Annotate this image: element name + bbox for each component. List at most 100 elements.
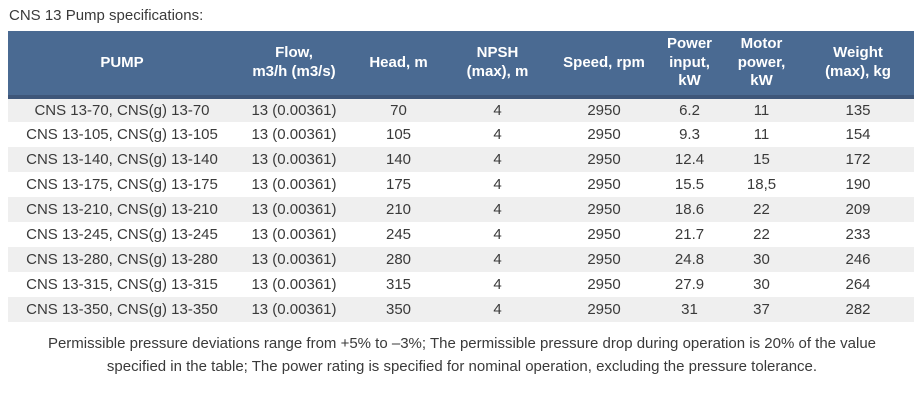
column-header-pump: PUMP [8, 31, 236, 99]
cell-head: 70 [390, 102, 407, 119]
cell-motor-power: 11 [753, 102, 770, 119]
cell-weight: 135 [845, 102, 871, 119]
cell-speed: 2950 [587, 176, 621, 193]
cell-weight: 246 [845, 251, 871, 268]
cell-flow: 13 (0.00361) [251, 102, 337, 119]
cell-flow: 13 (0.00361) [251, 276, 337, 293]
cell-speed: 2950 [587, 102, 621, 119]
cell-power-input: 12.4 [674, 151, 705, 168]
cell-pump: CNS 13-175, CNS(g) 13-175 [26, 176, 218, 193]
table-row: CNS 13-105, CNS(g) 13-105 13 (0.00361) 1… [8, 122, 914, 147]
cell-power-input: 15.5 [674, 176, 705, 193]
cell-speed: 2950 [587, 201, 621, 218]
cell-pump: CNS 13-140, CNS(g) 13-140 [26, 151, 218, 168]
column-header-label: PUMP [100, 53, 144, 71]
cell-head: 280 [385, 251, 412, 268]
cell-weight: 190 [845, 176, 871, 193]
column-header-label: Flow, m3/h (m3/s) [252, 44, 336, 80]
table-row: CNS 13-70, CNS(g) 13-70 13 (0.00361) 70 … [8, 97, 914, 122]
cell-speed: 2950 [587, 276, 621, 293]
column-header-flow: Flow, m3/h (m3/s) [236, 31, 352, 99]
cell-power-input: 21.7 [674, 226, 705, 243]
table-row: CNS 13-315, CNS(g) 13-315 13 (0.00361) 3… [8, 272, 914, 297]
cell-pump: CNS 13-315, CNS(g) 13-315 [26, 276, 218, 293]
cell-head: 105 [385, 126, 412, 143]
header-row: PUMP Flow, m3/h (m3/s) Head, m NPSH (max… [8, 31, 914, 99]
cell-power-input: 27.9 [674, 276, 705, 293]
cell-flow: 13 (0.00361) [251, 251, 337, 268]
cell-flow: 13 (0.00361) [251, 226, 337, 243]
cell-npsh: 4 [493, 151, 502, 168]
cell-motor-power: 30 [753, 276, 770, 293]
cell-speed: 2950 [587, 126, 621, 143]
cell-npsh: 4 [493, 102, 502, 119]
cell-motor-power: 11 [753, 126, 770, 143]
cell-npsh: 4 [493, 126, 502, 143]
column-header-label: Power input, kW [666, 34, 712, 90]
cell-head: 350 [385, 301, 412, 318]
cell-npsh: 4 [493, 201, 502, 218]
column-header-power-input: Power input, kW [658, 31, 721, 99]
cell-power-input: 9.3 [679, 126, 700, 143]
cell-npsh: 4 [493, 226, 502, 243]
table-body: CNS 13-70, CNS(g) 13-70 13 (0.00361) 70 … [8, 97, 914, 322]
column-header-label: Head, m [369, 53, 428, 71]
cell-speed: 2950 [587, 301, 621, 318]
cell-motor-power: 37 [753, 301, 770, 318]
pump-specifications-table: PUMP Flow, m3/h (m3/s) Head, m NPSH (max… [8, 31, 914, 322]
column-header-head: Head, m [352, 31, 445, 99]
table-row: CNS 13-140, CNS(g) 13-140 13 (0.00361) 1… [8, 147, 914, 172]
cell-pump: CNS 13-245, CNS(g) 13-245 [26, 226, 218, 243]
cell-npsh: 4 [493, 176, 502, 193]
cell-flow: 13 (0.00361) [251, 301, 337, 318]
table-row: CNS 13-210, CNS(g) 13-210 13 (0.00361) 2… [8, 197, 914, 222]
cell-speed: 2950 [587, 151, 621, 168]
cell-pump: CNS 13-280, CNS(g) 13-280 [26, 251, 218, 268]
footnote: Permissible pressure deviations range fr… [47, 335, 877, 375]
cell-flow: 13 (0.00361) [251, 201, 337, 218]
cell-power-input: 18.6 [674, 201, 705, 218]
cell-flow: 13 (0.00361) [251, 151, 337, 168]
cell-weight: 172 [845, 151, 871, 168]
cell-flow: 13 (0.00361) [251, 126, 337, 143]
cell-speed: 2950 [587, 251, 621, 268]
table-row: CNS 13-280, CNS(g) 13-280 13 (0.00361) 2… [8, 247, 914, 272]
cell-weight: 154 [845, 126, 871, 143]
cell-weight: 282 [845, 301, 871, 318]
cell-pump: CNS 13-105, CNS(g) 13-105 [26, 126, 218, 143]
cell-weight: 233 [845, 226, 871, 243]
column-header-motor-power: Motor power, kW [721, 31, 802, 99]
page: CNS 13 Pump specifications: PUMP Flow, m… [8, 7, 914, 375]
cell-motor-power: 30 [753, 251, 770, 268]
cell-speed: 2950 [587, 226, 621, 243]
column-header-label: NPSH (max), m [466, 44, 529, 80]
cell-motor-power: 15 [753, 151, 770, 168]
column-header-label: Motor power, kW [737, 34, 786, 90]
column-header-label: Speed, rpm [563, 53, 645, 71]
column-header-speed: Speed, rpm [550, 31, 658, 99]
column-header-npsh: NPSH (max), m [445, 31, 550, 99]
cell-head: 140 [385, 151, 412, 168]
cell-weight: 209 [845, 201, 871, 218]
cell-motor-power: 22 [753, 201, 770, 218]
cell-head: 210 [385, 201, 412, 218]
cell-pump: CNS 13-70, CNS(g) 13-70 [34, 102, 210, 119]
table-row: CNS 13-175, CNS(g) 13-175 13 (0.00361) 1… [8, 172, 914, 197]
cell-motor-power: 18,5 [746, 176, 777, 193]
cell-npsh: 4 [493, 251, 502, 268]
cell-power-input: 6.2 [679, 102, 700, 119]
cell-npsh: 4 [493, 276, 502, 293]
cell-head: 175 [385, 176, 412, 193]
column-header-label: Weight (max), kg [825, 44, 891, 80]
cell-flow: 13 (0.00361) [251, 176, 337, 193]
cell-head: 315 [385, 276, 412, 293]
cell-weight: 264 [845, 276, 871, 293]
cell-head: 245 [385, 226, 412, 243]
column-header-weight: Weight (max), kg [802, 31, 914, 99]
cell-pump: CNS 13-210, CNS(g) 13-210 [26, 201, 218, 218]
cell-power-input: 31 [681, 301, 698, 318]
table-header: PUMP Flow, m3/h (m3/s) Head, m NPSH (max… [8, 31, 914, 99]
cell-power-input: 24.8 [674, 251, 705, 268]
cell-pump: CNS 13-350, CNS(g) 13-350 [26, 301, 218, 318]
cell-npsh: 4 [493, 301, 502, 318]
